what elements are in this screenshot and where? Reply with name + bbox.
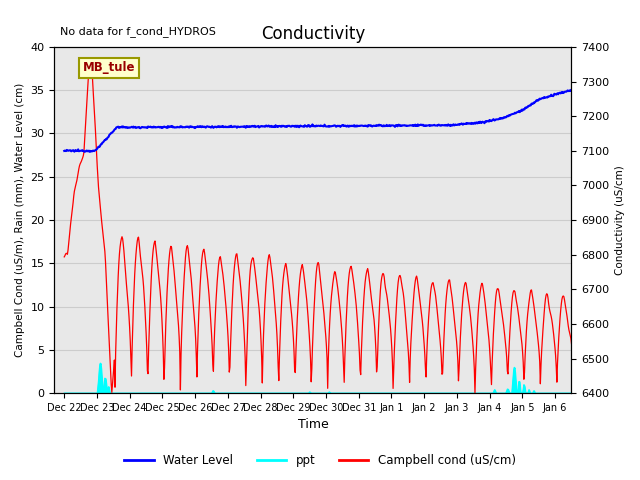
Y-axis label: Campbell Cond (uS/m), Rain (mm), Water Level (cm): Campbell Cond (uS/m), Rain (mm), Water L…: [15, 83, 25, 357]
Legend: Water Level, ppt, Campbell cond (uS/cm): Water Level, ppt, Campbell cond (uS/cm): [119, 449, 521, 472]
Text: No data for f_cond_HYDROS: No data for f_cond_HYDROS: [60, 26, 216, 37]
Text: MB_tule: MB_tule: [83, 61, 135, 74]
X-axis label: Time: Time: [298, 419, 328, 432]
Y-axis label: Conductivity (uS/cm): Conductivity (uS/cm): [615, 165, 625, 275]
Title: Conductivity: Conductivity: [261, 24, 365, 43]
